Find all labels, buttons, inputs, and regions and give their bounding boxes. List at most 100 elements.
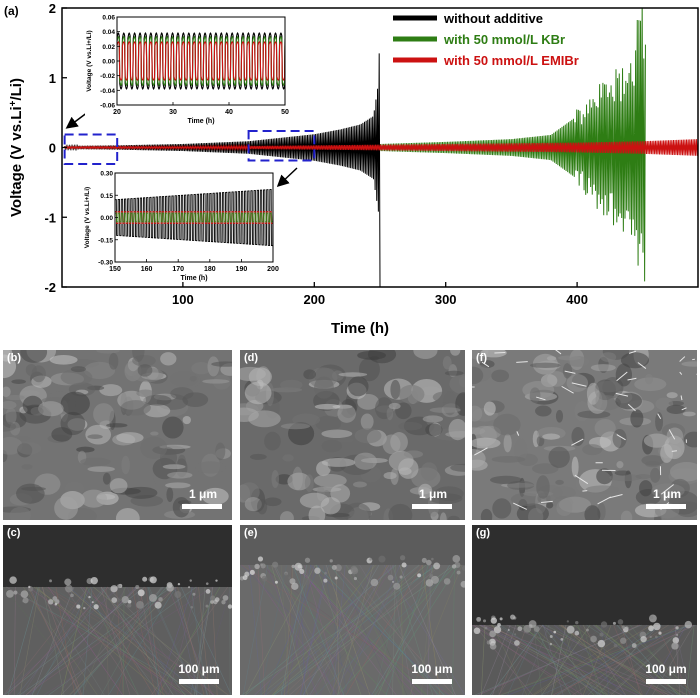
sem-streak — [36, 586, 105, 695]
sem-streak — [584, 624, 648, 695]
x-tick-label: 200 — [303, 292, 325, 307]
sem-grain — [132, 350, 145, 363]
sem-grain — [472, 437, 501, 449]
sem-streak — [168, 586, 198, 695]
sem-grain — [585, 485, 620, 494]
sem-panel-d: (d) 1 μm — [240, 350, 465, 520]
inset-y-label: Voltage (V vs.Li+/Li) — [86, 30, 93, 91]
sem-streak — [46, 586, 230, 695]
sem-streak — [533, 624, 572, 695]
sem-particle — [190, 605, 194, 609]
sem-grain — [353, 452, 377, 470]
sem-particle — [353, 576, 358, 581]
sem-particle — [242, 575, 248, 581]
sem-grain — [582, 444, 603, 456]
sem-grain — [314, 403, 341, 410]
sem-streak — [274, 564, 336, 695]
scale-label-b: 1 μm — [188, 487, 218, 501]
sem-grain — [620, 352, 650, 369]
sem-particle — [399, 555, 406, 561]
sem-particle — [299, 568, 305, 575]
sem-flake — [627, 377, 637, 381]
sem-particle — [617, 619, 624, 625]
panel-label-g: (g) — [476, 527, 491, 539]
sem-grain — [195, 461, 226, 474]
sem-grain — [240, 482, 260, 503]
sem-grain — [264, 497, 282, 507]
sem-particle — [323, 578, 328, 583]
sem-particle — [215, 579, 218, 582]
inset-plot-area — [115, 188, 273, 247]
sem-grain — [191, 362, 212, 375]
sem-streak — [533, 624, 652, 695]
sem-grain — [87, 466, 115, 472]
sem-grain — [352, 481, 367, 488]
inset-2: 150 160 170 180 190 200 -0.30 -0.15 0.00 0.15 0.30… — [83, 169, 279, 282]
sem-streak — [582, 624, 626, 695]
sem-flake — [574, 474, 589, 485]
inset-y-tick-label: 0.04 — [102, 29, 115, 36]
sem-streak — [82, 586, 93, 695]
inset-x-tick-label: 160 — [141, 266, 153, 273]
sem-streak — [3, 586, 89, 695]
sem-grain — [490, 475, 523, 485]
sem-grain — [354, 428, 382, 444]
sem-streak — [59, 586, 127, 695]
sem-streak — [628, 624, 697, 695]
sem-grain — [60, 368, 93, 386]
sem-particle — [291, 582, 299, 590]
sem-grain — [545, 501, 554, 509]
inset-y-tick-label: -0.04 — [100, 88, 115, 95]
sem-particle — [329, 559, 333, 563]
scale-bar-b — [182, 504, 222, 509]
sem-flake — [615, 392, 629, 397]
sem-grain — [30, 406, 44, 416]
sem-grain — [403, 450, 424, 458]
sem-flake — [637, 362, 647, 369]
sem-grain — [5, 394, 25, 401]
sem-particle — [64, 578, 72, 586]
sem-streak — [23, 586, 98, 695]
sem-grain — [683, 431, 697, 448]
sem-particle — [210, 600, 214, 604]
sem-grain — [313, 473, 347, 488]
sem-particle — [430, 575, 439, 584]
sem-grain — [70, 366, 86, 373]
sem-streak — [674, 624, 691, 695]
sem-streak — [479, 624, 602, 695]
inset-y-tick-label: 0.30 — [100, 171, 113, 178]
sem-grain — [337, 404, 356, 423]
sem-streak — [13, 586, 16, 695]
sem-image-g — [472, 525, 697, 695]
scale-bar-g — [646, 679, 686, 684]
sem-flake — [616, 371, 628, 382]
sem-grain — [535, 405, 552, 417]
sem-particle — [676, 633, 679, 636]
sem-flake — [494, 351, 506, 354]
sem-grain — [645, 461, 661, 468]
sem-grain — [556, 499, 573, 516]
sem-particle — [6, 589, 14, 598]
sem-streak — [19, 586, 172, 695]
sem-particle — [654, 635, 658, 639]
sem-particle — [658, 631, 662, 635]
sem-grain — [17, 436, 31, 441]
sem-particle — [431, 557, 434, 561]
inset-x-label: Time (h) — [180, 275, 207, 282]
sem-grain — [279, 379, 303, 390]
sem-streak — [553, 624, 641, 695]
sem-streak — [100, 586, 131, 695]
inset-series-0 — [115, 188, 273, 247]
inset-x-tick-label: 190 — [236, 266, 248, 273]
sem-particle — [675, 626, 679, 630]
legend-label: without additive — [443, 11, 543, 26]
sem-particle — [499, 617, 503, 621]
sem-streak — [483, 624, 670, 695]
sem-panel-g: (g) 100 μm — [472, 525, 697, 695]
sem-particle — [192, 592, 196, 596]
sem-streak — [311, 564, 394, 695]
sem-grain — [398, 458, 419, 479]
sem-streak — [427, 564, 431, 695]
y-tick-label: -1 — [44, 210, 56, 225]
sem-background-region — [240, 525, 465, 565]
